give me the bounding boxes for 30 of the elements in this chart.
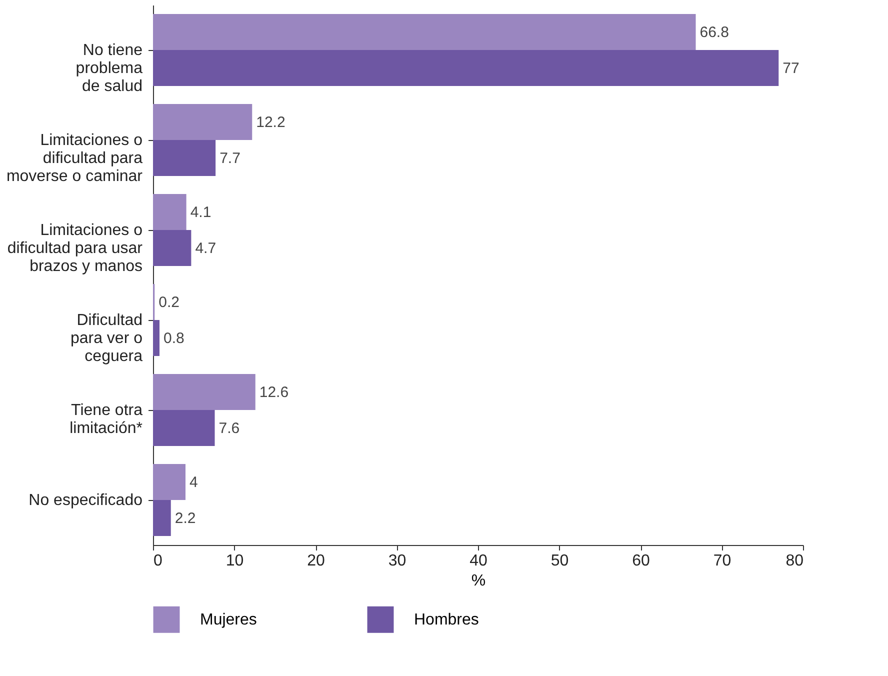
x-tick-label: 80 bbox=[786, 552, 804, 570]
data-label: 66.8 bbox=[700, 24, 729, 41]
x-tick-label: 30 bbox=[388, 552, 406, 570]
data-label: 12.6 bbox=[259, 384, 289, 401]
data-label: 4.1 bbox=[190, 204, 212, 221]
x-axis-title: % bbox=[471, 572, 486, 590]
x-tick-label: 10 bbox=[226, 552, 244, 570]
data-label: 77 bbox=[782, 60, 800, 77]
data-label: 0.2 bbox=[158, 294, 180, 311]
legend-label: Mujeres bbox=[200, 612, 257, 629]
x-tick-label: 70 bbox=[713, 552, 732, 570]
y-tick-label: No especificado bbox=[28, 492, 143, 509]
x-tick-label: 20 bbox=[307, 552, 325, 570]
y-tick-label: Dificultad para ver o ceguera bbox=[70, 312, 143, 365]
y-tick-label: Limitaciones o dificultad para usar brazos y manos bbox=[7, 222, 144, 275]
y-tick-label: No tiene problema de salud bbox=[76, 42, 143, 95]
data-label: 2.2 bbox=[174, 510, 196, 527]
x-tick-label: 0 bbox=[154, 552, 162, 570]
x-tick-label: 40 bbox=[470, 552, 488, 570]
x-tick-label: 50 bbox=[550, 552, 569, 570]
x-tick-label: 60 bbox=[632, 552, 650, 570]
data-label: 4 bbox=[190, 474, 198, 491]
data-label: 7.7 bbox=[220, 150, 240, 167]
data-label: 0.8 bbox=[164, 330, 184, 347]
data-label: 12.2 bbox=[256, 114, 286, 131]
y-tick-label: Tiene otra limitación* bbox=[70, 402, 143, 437]
legend-label: Hombres bbox=[414, 612, 479, 629]
y-tick-label: Limitaciones o dificultad para moverse o caminar bbox=[6, 132, 144, 185]
data-label: 4.7 bbox=[195, 240, 216, 257]
data-label: 7.6 bbox=[218, 420, 240, 437]
